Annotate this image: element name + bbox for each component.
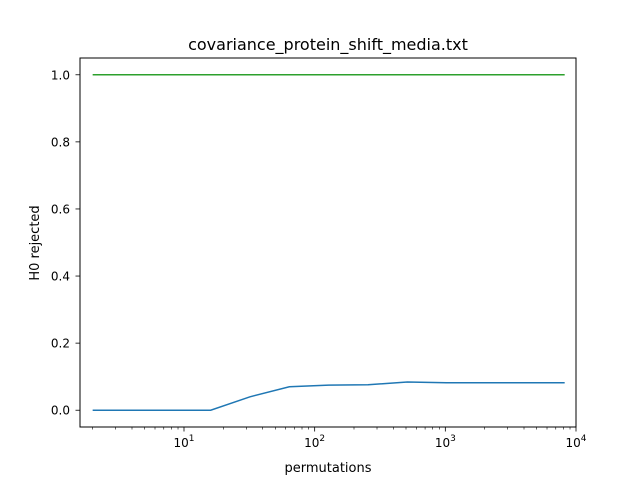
y-tick-label: 0.4 xyxy=(51,270,70,284)
series-layer xyxy=(92,74,565,411)
x-tick-label: 103 xyxy=(435,434,456,450)
y-tick-label: 0.2 xyxy=(51,337,70,351)
x-tick-label: 102 xyxy=(304,434,325,450)
x-tick-label: 104 xyxy=(565,434,586,450)
x-axis-label: permutations xyxy=(284,461,371,476)
y-tick-label: 0.6 xyxy=(51,202,70,216)
plot-frame xyxy=(79,57,577,428)
chart-title: covariance_protein_shift_media.txt xyxy=(188,35,468,55)
y-axis-label: H0 rejected xyxy=(28,205,43,280)
y-tick-label: 1.0 xyxy=(51,68,70,82)
x-tick-label: 101 xyxy=(173,434,194,450)
y-tick-label: 0.8 xyxy=(51,135,70,149)
y-tick-label: 0.0 xyxy=(51,404,70,418)
y-axis: 0.0 0.2 0.4 0.6 0.8 1.0 xyxy=(51,68,80,418)
x-axis: 101 102 103 104 xyxy=(173,427,587,450)
series-line-1 xyxy=(92,381,565,411)
